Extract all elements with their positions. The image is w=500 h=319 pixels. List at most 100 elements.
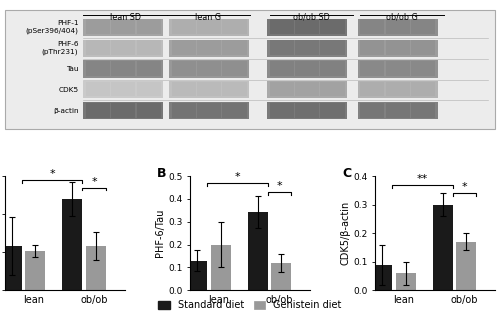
FancyBboxPatch shape <box>320 41 344 55</box>
FancyBboxPatch shape <box>197 82 221 96</box>
FancyBboxPatch shape <box>111 19 136 34</box>
FancyBboxPatch shape <box>86 82 110 96</box>
FancyBboxPatch shape <box>358 61 438 78</box>
FancyBboxPatch shape <box>169 61 249 78</box>
FancyBboxPatch shape <box>222 19 246 34</box>
FancyBboxPatch shape <box>411 41 435 55</box>
FancyBboxPatch shape <box>5 10 495 130</box>
FancyBboxPatch shape <box>169 40 249 57</box>
FancyBboxPatch shape <box>358 40 438 57</box>
Y-axis label: CDK5/β-actin: CDK5/β-actin <box>340 201 350 265</box>
FancyBboxPatch shape <box>411 103 435 118</box>
FancyBboxPatch shape <box>320 82 344 96</box>
FancyBboxPatch shape <box>222 103 246 118</box>
FancyBboxPatch shape <box>111 82 136 96</box>
Text: *: * <box>92 177 97 187</box>
Y-axis label: PHF-6/Tau: PHF-6/Tau <box>156 209 166 257</box>
Bar <box>62 199 82 290</box>
FancyBboxPatch shape <box>136 41 161 55</box>
FancyBboxPatch shape <box>270 41 294 55</box>
FancyBboxPatch shape <box>84 102 164 119</box>
Text: lean SD: lean SD <box>110 12 140 22</box>
FancyBboxPatch shape <box>270 19 294 34</box>
FancyBboxPatch shape <box>270 82 294 96</box>
FancyBboxPatch shape <box>360 41 384 55</box>
Text: *: * <box>276 181 282 191</box>
FancyBboxPatch shape <box>222 41 246 55</box>
FancyBboxPatch shape <box>360 61 384 76</box>
FancyBboxPatch shape <box>267 61 347 78</box>
Bar <box>187 261 207 290</box>
FancyBboxPatch shape <box>320 19 344 34</box>
FancyBboxPatch shape <box>386 103 410 118</box>
Bar <box>248 211 268 290</box>
FancyBboxPatch shape <box>267 102 347 119</box>
FancyBboxPatch shape <box>84 81 164 98</box>
FancyBboxPatch shape <box>172 19 196 34</box>
FancyBboxPatch shape <box>295 103 319 118</box>
FancyBboxPatch shape <box>86 61 110 76</box>
FancyBboxPatch shape <box>136 61 161 76</box>
FancyBboxPatch shape <box>222 61 246 76</box>
Text: B: B <box>157 167 166 180</box>
FancyBboxPatch shape <box>270 103 294 118</box>
Bar <box>271 263 291 290</box>
Text: *: * <box>234 172 240 182</box>
FancyBboxPatch shape <box>197 61 221 76</box>
FancyBboxPatch shape <box>136 103 161 118</box>
Text: PHF-6
(pThr231): PHF-6 (pThr231) <box>42 41 78 55</box>
Text: *: * <box>462 182 468 192</box>
FancyBboxPatch shape <box>267 19 347 36</box>
Text: *: * <box>50 169 55 179</box>
FancyBboxPatch shape <box>295 41 319 55</box>
Legend: Standard diet, Genistein diet: Standard diet, Genistein diet <box>154 296 346 314</box>
FancyBboxPatch shape <box>358 19 438 36</box>
Text: CDK5: CDK5 <box>58 86 78 93</box>
Text: **: ** <box>417 174 428 184</box>
Text: ob/ob G: ob/ob G <box>386 12 418 22</box>
Text: ob/ob SD: ob/ob SD <box>293 12 330 22</box>
FancyBboxPatch shape <box>267 40 347 57</box>
FancyBboxPatch shape <box>197 41 221 55</box>
FancyBboxPatch shape <box>320 61 344 76</box>
FancyBboxPatch shape <box>111 61 136 76</box>
FancyBboxPatch shape <box>386 19 410 34</box>
FancyBboxPatch shape <box>197 19 221 34</box>
Bar <box>210 245 231 290</box>
FancyBboxPatch shape <box>84 61 164 78</box>
FancyBboxPatch shape <box>270 61 294 76</box>
FancyBboxPatch shape <box>136 19 161 34</box>
FancyBboxPatch shape <box>111 103 136 118</box>
FancyBboxPatch shape <box>360 82 384 96</box>
FancyBboxPatch shape <box>358 102 438 119</box>
FancyBboxPatch shape <box>111 41 136 55</box>
Text: PHF-1
(pSer396/404): PHF-1 (pSer396/404) <box>26 20 78 34</box>
FancyBboxPatch shape <box>169 19 249 36</box>
Text: Tau: Tau <box>66 66 78 72</box>
FancyBboxPatch shape <box>86 41 110 55</box>
FancyBboxPatch shape <box>295 61 319 76</box>
FancyBboxPatch shape <box>267 81 347 98</box>
Text: C: C <box>342 167 351 180</box>
Bar <box>372 265 392 290</box>
FancyBboxPatch shape <box>169 81 249 98</box>
FancyBboxPatch shape <box>411 61 435 76</box>
FancyBboxPatch shape <box>84 19 164 36</box>
FancyBboxPatch shape <box>411 82 435 96</box>
FancyBboxPatch shape <box>172 82 196 96</box>
FancyBboxPatch shape <box>172 103 196 118</box>
FancyBboxPatch shape <box>320 103 344 118</box>
FancyBboxPatch shape <box>197 103 221 118</box>
FancyBboxPatch shape <box>86 103 110 118</box>
FancyBboxPatch shape <box>86 19 110 34</box>
FancyBboxPatch shape <box>358 81 438 98</box>
FancyBboxPatch shape <box>360 19 384 34</box>
FancyBboxPatch shape <box>172 61 196 76</box>
FancyBboxPatch shape <box>136 82 161 96</box>
FancyBboxPatch shape <box>172 41 196 55</box>
Bar <box>433 205 453 290</box>
Bar <box>2 246 22 290</box>
FancyBboxPatch shape <box>411 19 435 34</box>
FancyBboxPatch shape <box>360 103 384 118</box>
Bar <box>26 251 46 290</box>
